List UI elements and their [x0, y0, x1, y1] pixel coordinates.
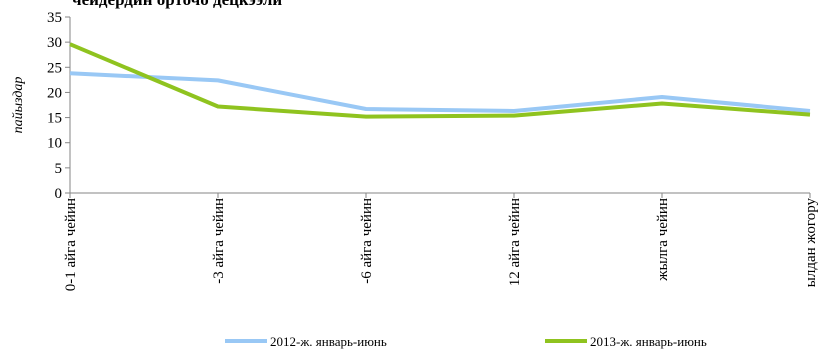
x-tick-label: -6 айга чейин: [359, 198, 375, 284]
series-line-2: [69, 42, 811, 119]
legend: 2012-ж. январь-июнь 2013-ж. январь-июнь: [225, 334, 707, 349]
legend-label-2: 2013-ж. январь-июнь: [590, 334, 707, 349]
chart-title: чеидердин орточо децкээли: [72, 0, 282, 9]
series-lines: [69, 42, 811, 119]
series-line-1: [69, 71, 811, 113]
y-tick-label: 30: [47, 35, 62, 51]
x-tick-label: 0-1 айга чейин: [63, 198, 79, 291]
y-axis-label: пайыздар: [11, 77, 26, 134]
x-tick-label: жылга чейин: [655, 198, 671, 282]
x-axis-ticks: 0-1 айга чейин -3 айга чейин -6 айга чейин…: [63, 193, 819, 291]
y-axis-label-group: пайыздар: [11, 77, 26, 134]
y-tick-label: 5: [55, 161, 63, 177]
y-tick-label: 10: [47, 136, 62, 152]
y-tick-label: 25: [47, 60, 62, 76]
x-tick-label: -3 айга чейин: [211, 198, 227, 284]
y-tick-label: 0: [55, 186, 63, 202]
legend-label-1: 2012-ж. январь-июнь: [270, 334, 387, 349]
y-tick-label: 35: [47, 10, 62, 26]
x-tick-label: 12 айга чейин: [507, 198, 523, 286]
y-axis-ticks: 0 5 10 15 20 25 30 35: [47, 10, 70, 202]
y-tick-label: 20: [47, 85, 62, 101]
y-tick-label: 15: [47, 111, 62, 127]
x-tick-label: ылдан жогору: [803, 198, 819, 288]
